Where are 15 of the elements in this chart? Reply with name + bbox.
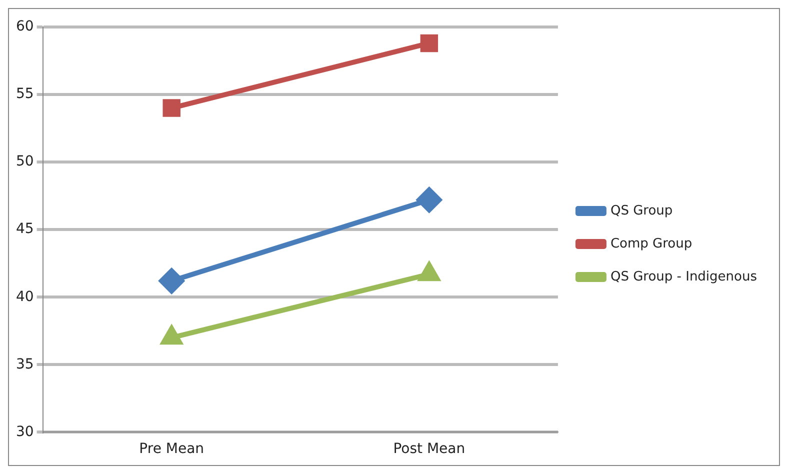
y-tick-label: 50 [16, 154, 34, 170]
x-tick-label: Pre Mean [139, 441, 204, 458]
point [416, 187, 442, 212]
point [420, 34, 438, 52]
y-tick-label: 45 [16, 221, 34, 238]
y-tick-label: 60 [16, 18, 34, 35]
y-tick-label: 40 [16, 288, 34, 305]
point [162, 99, 180, 117]
legend-label: QS Group [610, 203, 673, 218]
x-tick-label: Post Mean [393, 441, 466, 458]
y-tick-label: 30 [16, 424, 34, 440]
y-tick-label: 55 [16, 86, 34, 102]
y-tick-label: 35 [16, 356, 34, 372]
legend-label: QS Group - Indigenous [610, 269, 758, 284]
legend-label: Comp Group [610, 236, 692, 252]
